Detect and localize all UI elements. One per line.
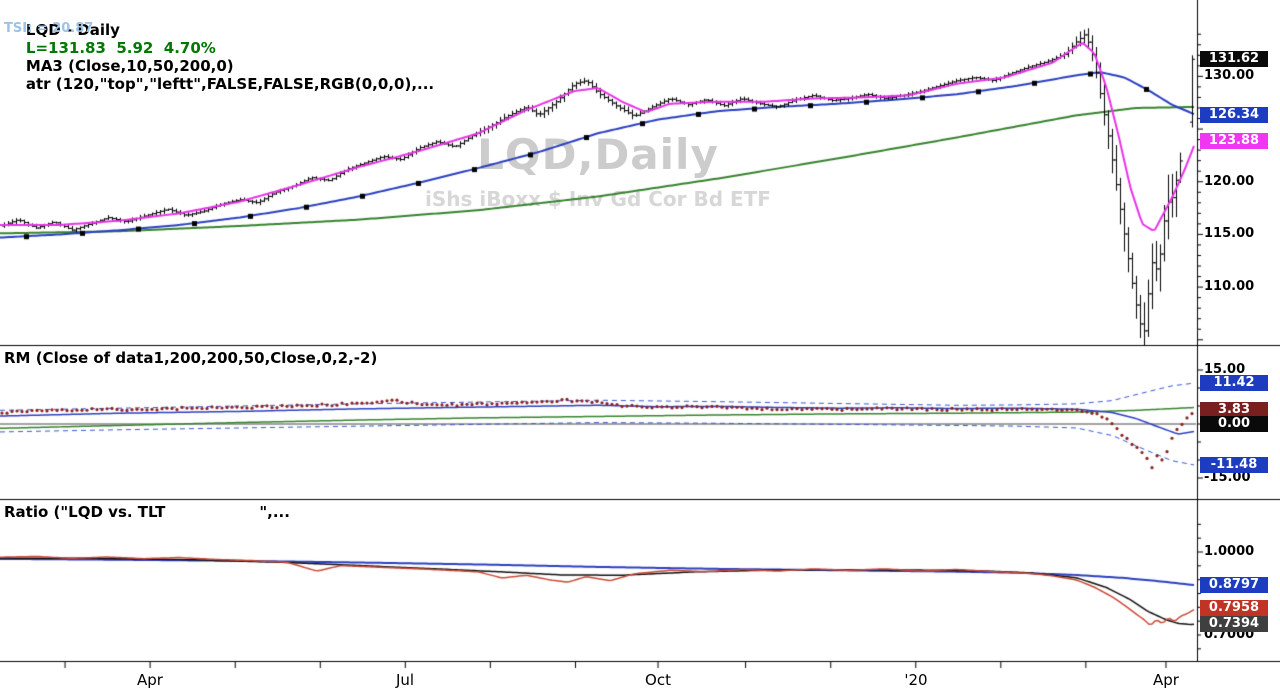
rm-panel-header: RM (Close of data1,200,200,50,Close,0,2,… (4, 349, 378, 367)
symbol-label: LQD - Daily (25, 21, 120, 39)
ratio-panel-header: Ratio ("LQD vs. TLT ",... (4, 503, 290, 521)
atr-study-label: atr (120,"top","leftt",FALSE,FALSE,RGB(0… (25, 75, 435, 93)
ma-study-label: MA3 (Close,10,50,200,0) (25, 57, 234, 75)
chart-header: LQD - Daily L=131.83 5.92 4.70% MA3 (Clo… (5, 3, 434, 111)
quote-label: L=131.83 5.92 4.70% (25, 39, 216, 57)
tsi-label: TSI: = 20.87 (4, 21, 94, 36)
